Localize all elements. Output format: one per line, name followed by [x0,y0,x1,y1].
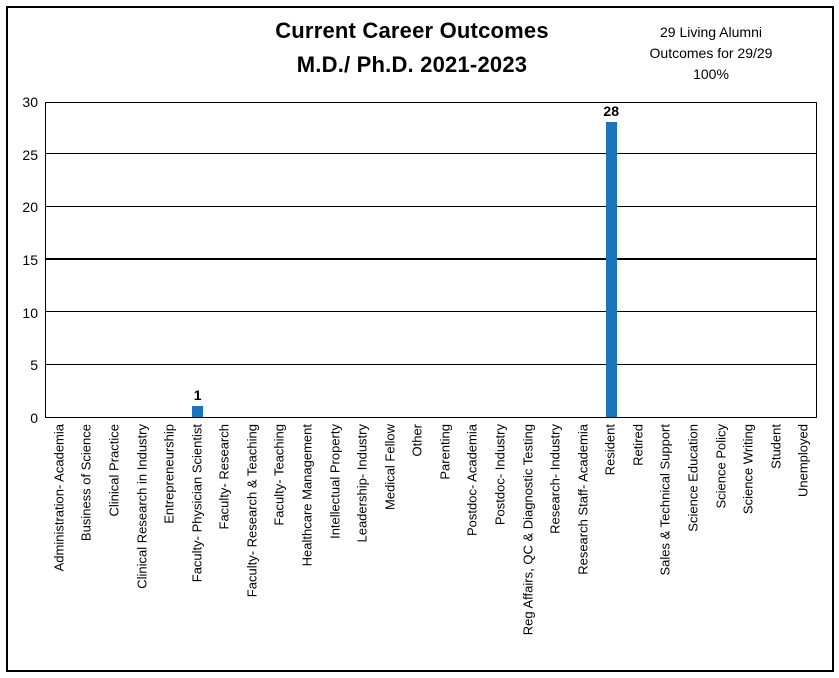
y-axis-tick-label: 5 [30,357,38,374]
gridline [46,363,816,366]
x-axis-label: Entrepreneurship [161,424,177,524]
chart-title: Current Career Outcomes M.D./ Ph.D. 2021… [212,14,612,82]
x-axis-label: Postdoc- Academia [464,424,480,537]
bar [605,122,617,417]
plot-area: 1 28 [45,102,817,418]
chart-title-line1: Current Career Outcomes [275,18,549,43]
y-axis-tick-label: 25 [22,146,38,163]
y-axis-tick-label: 0 [30,410,38,426]
x-axis-label: Intellectual Property [327,424,342,539]
gridline [46,152,816,155]
x-axis-label: Resident [602,424,618,476]
x-axis-label: Faculty- Research & Teaching [244,424,260,598]
x-axis-label: Healthcare Management [299,424,315,567]
x-axis-label: Science Writing [740,424,756,515]
annotation-line1: 29 Living Alumni [660,24,762,40]
gridline [46,258,816,260]
annotation-line2: Outcomes for 29/29 [649,45,773,61]
x-axis-label: Unemployed [795,424,811,497]
y-axis: 0 5 10 15 20 25 30 [0,94,38,426]
x-axis-label: Faculty- Teaching [271,424,287,526]
x-axis-label: Leadership- Industry [354,424,370,543]
x-axis-label: Business of Science [78,424,94,542]
x-axis-label: Retired [630,424,646,466]
x-axis-label: Administration- Academia [51,424,67,572]
y-axis-tick-label: 30 [22,94,38,110]
x-axis-label: Research Staff- Academia [575,424,591,575]
x-axis-label: Postdoc- Industry [492,424,508,526]
gridline [46,205,816,208]
y-axis-tick-label: 20 [22,199,38,216]
y-axis-tick-label: 10 [22,304,38,321]
x-axis-label: Science Policy [713,424,728,509]
bar-value-label: 1 [193,387,202,404]
x-axis-label: Faculty- Research [216,424,232,530]
x-axis-labels: Administration- Academia Business of Scie… [45,424,817,672]
x-axis-label: Parenting [437,424,453,480]
x-axis-label: Clinical Practice [106,424,122,517]
x-axis-label: Science Education [685,424,701,532]
alumni-count-annotation: 29 Living Alumni Outcomes for 29/29 100% [611,22,811,85]
x-axis-label: Faculty- Physician Scientist [189,424,205,583]
x-axis-label: Sales & Technical Support [657,424,673,576]
x-axis-label: Clinical Research in Industry [134,424,149,589]
x-axis-label: Other [409,424,425,457]
y-axis-tick-label: 15 [22,252,38,268]
x-axis-label: Reg Affairs, QC & Diagnostic Testing [520,424,535,636]
annotation-line3: 100% [693,66,729,82]
gridline [46,310,816,313]
bar [192,406,204,417]
x-axis-label: Research- Industry [547,424,563,534]
bar-value-label: 28 [603,103,619,120]
x-axis-label: Student [768,424,784,469]
x-axis-label: Medical Fellow [382,424,398,510]
chart-title-line2: M.D./ Ph.D. 2021-2023 [296,52,528,77]
